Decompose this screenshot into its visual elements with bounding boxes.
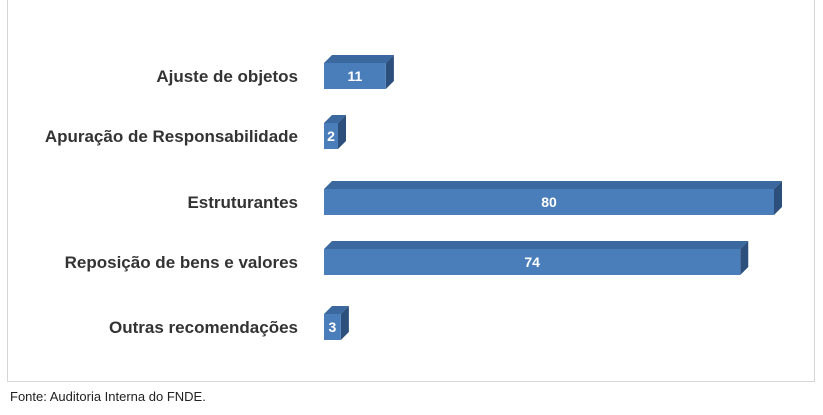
bar-value-label: 80 (541, 194, 557, 210)
bar-side-face (774, 181, 782, 215)
bar-chart: Ajuste de objetos 11 Apuração de Responsab… (45, 55, 782, 340)
bar-value-label: 11 (348, 68, 363, 84)
bar-value-label: 3 (329, 319, 337, 335)
chart-source: Fonte: Auditoria Interna do FNDE. (10, 389, 206, 404)
bar-value-label: 2 (327, 128, 335, 144)
bar (324, 249, 741, 275)
bar-top-face (324, 115, 346, 123)
bar-side-face (385, 55, 394, 89)
bar-top-face (324, 306, 349, 314)
category-label: Estruturantes (187, 193, 298, 212)
bar-top-face (324, 55, 394, 63)
bar (324, 63, 386, 89)
bar-top-face (324, 241, 749, 249)
bar-side-face (340, 306, 349, 340)
category-label: Apuração de Responsabilidade (45, 127, 298, 146)
chart-frame: Ajuste de objetos 11 Apuração de Responsab… (7, 0, 815, 382)
bar (324, 314, 341, 340)
bar (324, 189, 774, 215)
category-label: Outras recomendações (109, 318, 298, 337)
bar-value-label: 74 (524, 254, 540, 270)
category-label: Ajuste de objetos (156, 67, 298, 86)
bar (324, 123, 338, 149)
bar-side-face (740, 241, 749, 275)
bar-side-face (338, 115, 346, 149)
bar-top-face (324, 181, 782, 189)
category-label: Reposição de bens e valores (65, 253, 298, 272)
